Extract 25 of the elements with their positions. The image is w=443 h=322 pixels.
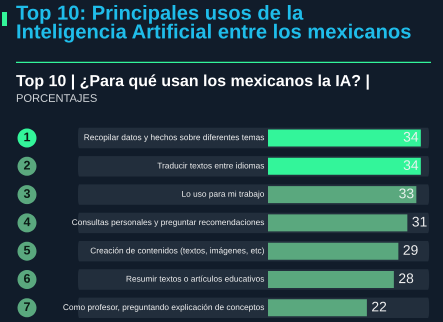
data-label: 31 [412,216,427,227]
text: 2 [24,160,30,170]
y-tick-label: Resumir textos o artículos educativos [126,276,264,282]
y-tick-label: Creación de contenidos (textos, imágenes, etc) [90,247,264,256]
chart-title: Top 10: Principales usos de la Inteligencia Artificial entre los mexicanos [16,5,411,43]
bar [268,299,367,316]
text: 6 [24,274,30,283]
chart-subtitle: Top 10 | ¿Para qué usan los mexicanos la IA? | [16,74,369,90]
text: 1 [24,132,30,142]
data-label: 33 [399,188,414,198]
y-tick-label: Traducir textos entre idiomas [157,162,264,169]
text: PORCENTAJES [16,94,97,102]
text: 3 [24,189,30,198]
y-tick-label: Recopilar datos y hechos sobre diferentes temas [84,134,264,142]
y-tick-label: Consultas personales y preguntar recomendaciones [72,219,264,227]
y-tick-label: Lo uso para mi trabajo [182,190,264,198]
data-label: 29 [404,245,418,255]
text: 7 [24,302,30,312]
text: 5 [24,246,30,255]
y-tick-label: Como profesor, preguntando explicación de conceptos [63,304,264,312]
data-label: 28 [399,273,414,284]
text: 4 [24,218,30,226]
data-label: 34 [404,132,418,142]
data-label: 34 [404,160,418,170]
data-label: 22 [372,302,386,312]
